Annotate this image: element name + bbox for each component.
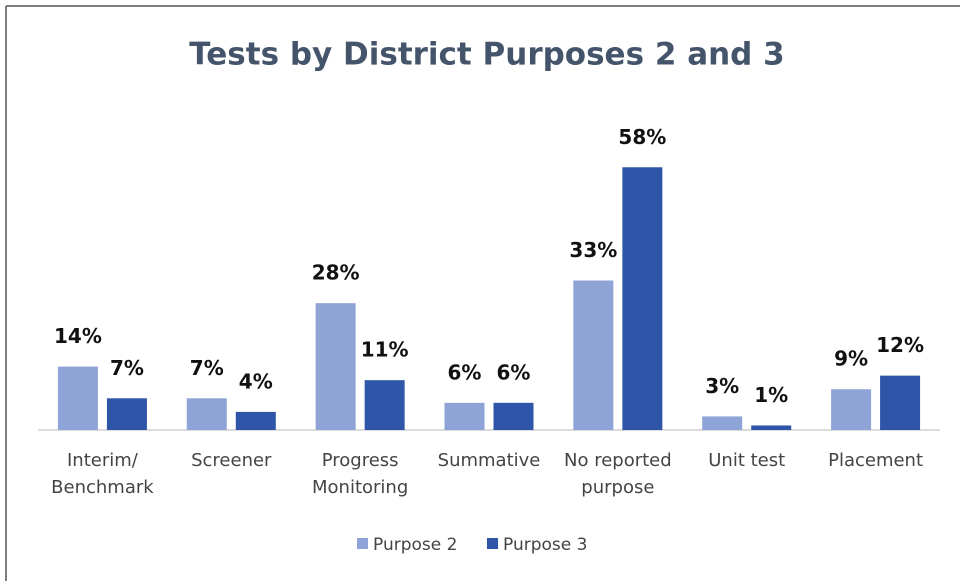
x-tick-label: Progress Monitoring [312,450,409,498]
data-label: 33% [569,238,617,262]
bar [444,402,485,430]
bar [622,167,663,430]
x-tick-label: Summative [437,450,541,471]
legend-swatch [357,538,368,549]
bar [880,375,921,430]
bar [106,398,147,430]
chart-title: Tests by District Purposes 2 and 3 [189,37,784,73]
data-label: 3% [705,374,739,398]
x-tick-label: Unit test [708,450,786,471]
data-label: 7% [190,356,224,380]
bar [702,416,743,430]
bar [57,366,98,430]
data-label: 14% [54,324,102,348]
bar [493,402,534,430]
data-label: 12% [876,333,924,357]
x-tick-label: Screener [191,450,272,471]
data-label: 4% [239,369,273,393]
legend-label: Purpose 2 [373,535,457,555]
data-label: 11% [361,338,409,362]
legend-label: Purpose 3 [503,535,587,555]
legend-swatch [487,538,498,549]
bar [751,425,792,430]
data-label: 58% [618,125,666,149]
bar [573,280,614,430]
data-label: 6% [448,360,482,384]
x-tick-label: Interim/ Benchmark [51,450,154,498]
data-label: 9% [834,347,868,371]
bar [831,389,872,430]
x-tick-label: Placement [828,450,924,471]
bar [186,398,227,430]
data-label: 6% [497,360,531,384]
bar [364,380,405,430]
x-tick-label: No reported purpose [564,450,672,498]
data-label: 28% [312,261,360,285]
data-label: 7% [110,356,144,380]
bar [315,303,356,430]
bar [235,411,276,430]
data-label: 1% [754,383,788,407]
